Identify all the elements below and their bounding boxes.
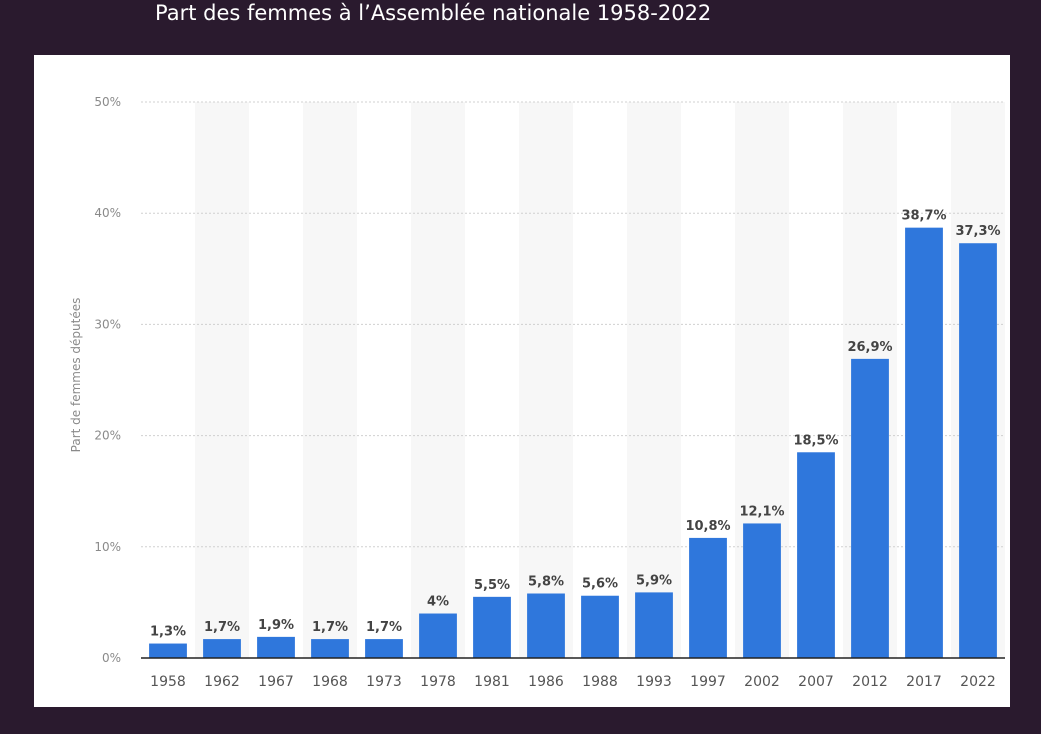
x-tick-label: 2012 (852, 674, 888, 690)
column-band (411, 102, 465, 658)
data-label: 10,8% (685, 519, 730, 534)
column-band (627, 102, 681, 658)
bar-1988 (581, 595, 619, 658)
data-label: 5,5% (474, 578, 510, 593)
x-tick-label: 1968 (312, 674, 348, 690)
x-tick-label: 1981 (474, 674, 510, 690)
x-axis-ticks: 1958 1962 1967 1968 1973 1978 1981 1986 1988 1993… (150, 674, 996, 690)
data-label: 12,1% (739, 504, 784, 519)
x-tick-label: 2002 (744, 674, 780, 690)
y-tick-label: 40% (94, 206, 121, 220)
bar-2017 (905, 227, 943, 658)
bar-1967 (257, 636, 295, 658)
data-label: 1,7% (366, 620, 402, 635)
y-axis-ticks: 0% 10% 20% 30% 40% 50% (94, 95, 121, 665)
x-tick-label: 1978 (420, 674, 456, 690)
x-tick-label: 1967 (258, 674, 294, 690)
bar-1997 (689, 537, 727, 658)
bar-1973 (365, 639, 403, 658)
bar-1981 (473, 596, 511, 658)
column-band (195, 102, 249, 658)
bar-1962 (203, 639, 241, 658)
data-label: 37,3% (955, 224, 1000, 239)
x-tick-label: 2022 (960, 674, 996, 690)
x-tick-label: 1993 (636, 674, 672, 690)
data-label: 1,7% (204, 620, 240, 635)
x-tick-label: 2007 (798, 674, 834, 690)
data-label: 1,7% (312, 620, 348, 635)
bar-2007 (797, 452, 835, 658)
x-tick-label: 1973 (366, 674, 402, 690)
x-tick-label: 1962 (204, 674, 240, 690)
y-tick-label: 10% (94, 540, 121, 554)
bar-2002 (743, 523, 781, 658)
chart-title: Part des femmes à l’Assemblée nationale … (155, 1, 712, 25)
data-labels: 1,3% 1,7% 1,9% 1,7% 1,7% 4% 5,5% 5,8% 5,6% 5,9% 10… (150, 209, 1001, 640)
chart-panel: 0% 10% 20% 30% 40% 50% 1,3% 1,7% 1,9% 1,7% 1,7% 4%… (34, 55, 1010, 707)
column-band (519, 102, 573, 658)
x-tick-label: 1986 (528, 674, 564, 690)
y-axis-label: Part de femmes députées (69, 298, 83, 453)
bar-2012 (851, 358, 889, 658)
data-label: 18,5% (793, 433, 838, 448)
x-tick-label: 1997 (690, 674, 726, 690)
x-tick-label: 1958 (150, 674, 186, 690)
data-label: 1,9% (258, 618, 294, 633)
bar-1986 (527, 593, 565, 658)
bars (149, 227, 997, 658)
bar-2022 (959, 243, 997, 658)
data-label: 5,9% (636, 573, 672, 588)
y-tick-label: 30% (94, 317, 121, 331)
data-label: 1,3% (150, 625, 186, 640)
bar-1978 (419, 613, 457, 658)
data-label: 4% (427, 595, 449, 610)
x-tick-label: 2017 (906, 674, 942, 690)
column-band (303, 102, 357, 658)
y-tick-label: 20% (94, 429, 121, 443)
bar-1968 (311, 639, 349, 658)
data-label: 38,7% (901, 209, 946, 224)
data-label: 5,6% (582, 577, 618, 592)
y-tick-label: 0% (102, 651, 121, 665)
bar-1958 (149, 643, 187, 658)
bar-chart: 0% 10% 20% 30% 40% 50% 1,3% 1,7% 1,9% 1,7% 1,7% 4%… (69, 95, 1005, 690)
bar-1993 (635, 592, 673, 658)
x-tick-label: 1988 (582, 674, 618, 690)
data-label: 26,9% (847, 340, 892, 355)
data-label: 5,8% (528, 575, 564, 590)
y-tick-label: 50% (94, 95, 121, 109)
